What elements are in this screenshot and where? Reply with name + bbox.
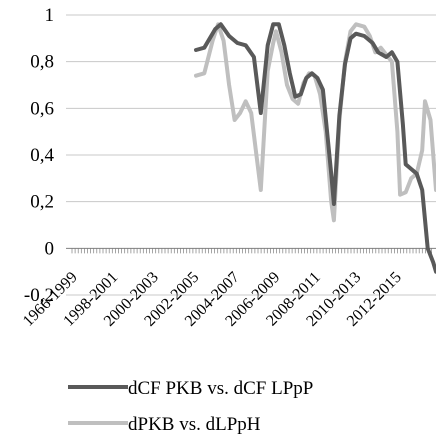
x-tick-labels: 1966-19991998-20012000-20032002-20052004… <box>20 269 405 330</box>
y-tick-label: -0,2 <box>24 285 54 306</box>
legend: dCF PKB vs. dCF LPpP dPKB vs. dLPpH <box>68 378 313 435</box>
series-line-1 <box>194 22 436 274</box>
y-tick-label: 0,6 <box>30 98 54 119</box>
y-tick-label: 0,4 <box>30 145 54 166</box>
legend-label-series-2: dPKB vs. dLPpH <box>128 414 261 435</box>
series-lines <box>194 22 436 274</box>
y-tick-label: 0 <box>45 238 55 259</box>
legend-label-series-1: dCF PKB vs. dCF LPpP <box>128 378 313 399</box>
y-tick-label: 0,2 <box>30 192 54 213</box>
y-tick-labels: 1 0,8 0,6 0,4 0,2 0 -0,2 <box>24 5 55 306</box>
series-line-2 <box>194 22 436 223</box>
y-tick-label: 0,8 <box>30 52 54 73</box>
x-minor-ticks <box>71 248 432 254</box>
y-tick-label: 1 <box>45 5 55 26</box>
